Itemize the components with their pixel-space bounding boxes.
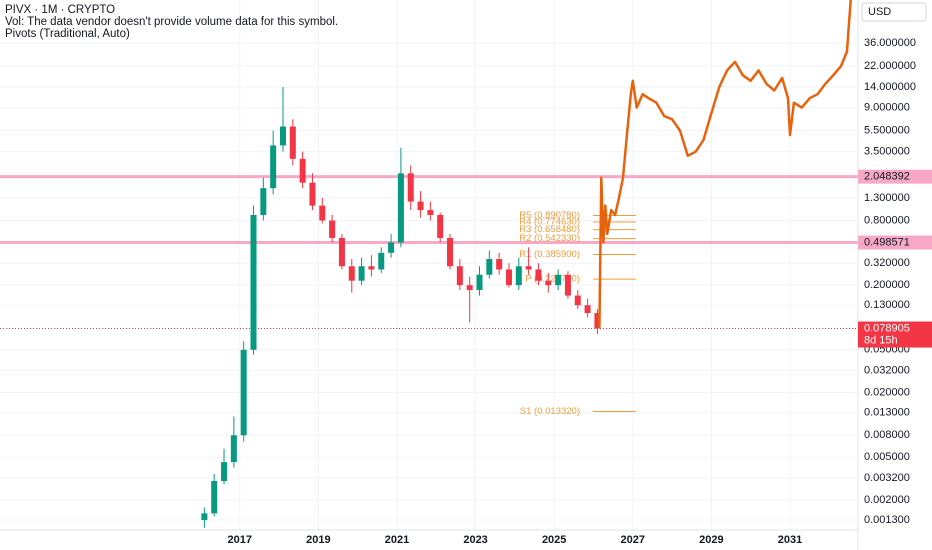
chart-title: PIVX · 1M · CRYPTO [5, 4, 115, 16]
y-tick-label: 0.320000 [864, 257, 910, 269]
level-label: 0.498571 [864, 236, 910, 248]
candle-body [496, 259, 503, 270]
pivot-label: R1 (0.385900) [519, 249, 580, 260]
candle-body [388, 242, 395, 253]
candle-body [348, 266, 355, 281]
currency[interactable]: USD [868, 6, 891, 18]
candle-body [260, 188, 267, 216]
candle-body [535, 269, 542, 281]
candle-body [505, 269, 512, 286]
candle-body [309, 182, 316, 206]
candle-body [250, 215, 257, 350]
y-tick-label: 0.020000 [864, 386, 910, 398]
y-tick-label: 9.000000 [864, 102, 910, 114]
y-tick-label: 0.032000 [864, 365, 910, 377]
y-tick-label: 0.003200 [864, 472, 910, 484]
candle-body [584, 305, 591, 314]
last-price-label: 0.078905 [864, 322, 910, 334]
candle-body [456, 266, 463, 286]
y-tick-label: 0.002000 [864, 494, 910, 506]
candle-body [279, 126, 286, 146]
level-label-box [858, 235, 932, 250]
candle-body [358, 266, 365, 281]
x-tick-label: 2019 [306, 534, 330, 546]
candle-body [574, 295, 581, 306]
candle-body [476, 274, 483, 291]
candle-body [545, 280, 552, 286]
projection-line [598, 0, 852, 328]
y-tick-label: 5.500000 [864, 124, 910, 136]
x-tick-label: 2023 [463, 534, 487, 546]
candle-body [594, 313, 601, 329]
pivot-label: S1 (0.013320) [520, 406, 580, 417]
pivot-label: R3 (0.658480) [519, 224, 580, 235]
candle-body [338, 237, 345, 267]
candle-body [515, 266, 522, 286]
candle-body [299, 158, 306, 183]
pivot-label: P (0.227750) [525, 274, 580, 285]
countdown-label: 8d 15h [864, 334, 898, 346]
candle-body [221, 462, 228, 482]
pivot-label: R2 (0.542330) [519, 233, 580, 244]
y-tick-label: 0.005000 [864, 451, 910, 463]
candle-body [319, 205, 326, 221]
candle-body [564, 274, 571, 296]
candle-body [329, 220, 336, 238]
y-tick-label: 0.130000 [864, 299, 910, 311]
pivot-label: R4 (0.774630) [519, 217, 580, 228]
x-tick-label: 2031 [778, 534, 802, 546]
candle-body [240, 349, 247, 436]
level-label-box [858, 169, 932, 184]
candle-body [368, 266, 375, 270]
candle-body [211, 481, 218, 514]
y-tick-label: 0.800000 [864, 214, 910, 226]
y-tick-label: 3.500000 [864, 146, 910, 158]
candle-body [417, 201, 424, 211]
volume-note: Vol: The data vendor doesn't provide vol… [5, 16, 338, 28]
x-tick-label: 2021 [385, 534, 409, 546]
currency-box[interactable] [861, 2, 927, 22]
level-label: 2.048392 [864, 171, 910, 183]
x-tick-label: 2029 [699, 534, 723, 546]
candle-body [230, 435, 237, 463]
grid [0, 0, 858, 530]
y-tick-label: 0.013000 [864, 407, 910, 419]
axes: 36.000000 22.000000 14.000000 9.000000 5.500… [228, 37, 932, 546]
y-tick-label: 0.200000 [864, 279, 910, 291]
y-tick-label: 0.001300 [864, 514, 910, 526]
candle-body [466, 285, 473, 291]
candle-body [289, 126, 296, 159]
indicator-note: Pivots (Traditional, Auto) [5, 28, 130, 40]
candle-body [378, 252, 385, 270]
y-tick-label: 14.000000 [864, 81, 916, 93]
candle-body [270, 145, 277, 189]
x-tick-label: 2017 [228, 534, 252, 546]
candle-body [397, 173, 404, 243]
y-tick-label: 36.000000 [864, 37, 916, 49]
candle-body [427, 210, 434, 216]
candle-body [525, 266, 532, 270]
candle-body [407, 173, 414, 202]
candle-body [437, 215, 444, 238]
candle-body [201, 513, 208, 521]
pivot-label: R5 (0.890780) [519, 210, 580, 221]
y-tick-label: 1.300000 [864, 192, 910, 204]
last-price-box [858, 321, 932, 348]
y-tick-label: 22.000000 [864, 60, 916, 72]
x-tick-label: 2027 [621, 534, 645, 546]
x-tick-label: 2025 [542, 534, 566, 546]
y-tick-label: 0.008000 [864, 429, 910, 441]
plot-area: R5 (0.890780)R4 (0.774630)R3 (0.658480)R… [0, 0, 858, 528]
candle-body [447, 237, 454, 267]
candle-body [486, 259, 493, 275]
candle-body [555, 274, 562, 286]
